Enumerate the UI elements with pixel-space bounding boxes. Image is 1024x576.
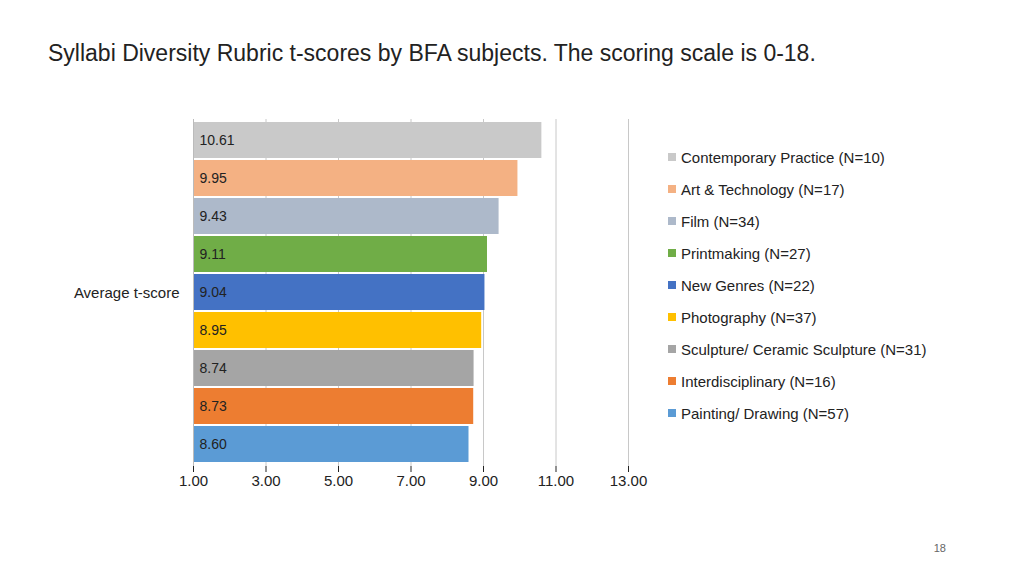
html-text:Contemporary Practice (N=10): Contemporary Practice (N=10) (681, 148, 885, 166)
svg-text:9.95: 9.95 (200, 170, 227, 186)
html-text:Interdisciplinary (N=16): Interdisciplinary (N=16) (681, 372, 836, 390)
html-text:Printmaking (N=27): Printmaking (N=27) (681, 244, 811, 262)
html-text:Syllabi Diversity Rubric t-sco: Syllabi Diversity Rubric t-scores by BFA… (48, 40, 816, 66)
svg-text:1.00: 1.00 (179, 472, 208, 489)
html-text:Art & Technology (N=17): Art & Technology (N=17) (681, 180, 845, 198)
svg-text:9.43: 9.43 (200, 208, 227, 224)
svg-text:Average t-score: Average t-score (74, 284, 180, 301)
svg-text:10.61: 10.61 (200, 132, 235, 148)
svg-text:3.00: 3.00 (251, 472, 280, 489)
svg-text:8.60: 8.60 (200, 436, 227, 452)
svg-text:13.00: 13.00 (610, 472, 648, 489)
html-text:18: 18 (933, 542, 946, 554)
html-text:Photography (N=37): Photography (N=37) (681, 308, 817, 326)
svg-text:7.00: 7.00 (396, 472, 425, 489)
svg-text:9.00: 9.00 (469, 472, 498, 489)
svg-text:5.00: 5.00 (324, 472, 353, 489)
html-text:Painting/ Drawing (N=57): Painting/ Drawing (N=57) (681, 404, 849, 422)
svg-text:8.95: 8.95 (200, 322, 227, 338)
svg-text:9.04: 9.04 (200, 284, 227, 300)
html-text:Sculpture/ Ceramic Sculpture (: Sculpture/ Ceramic Sculpture (N=31) (681, 340, 927, 358)
svg-text:8.74: 8.74 (200, 360, 227, 376)
svg-text:9.11: 9.11 (200, 246, 226, 262)
svg-text:11.00: 11.00 (538, 472, 574, 489)
html-text:Film (N=34): Film (N=34) (681, 212, 760, 230)
html-text:New Genres (N=22): New Genres (N=22) (681, 276, 815, 294)
svg-text:8.73: 8.73 (200, 398, 227, 414)
